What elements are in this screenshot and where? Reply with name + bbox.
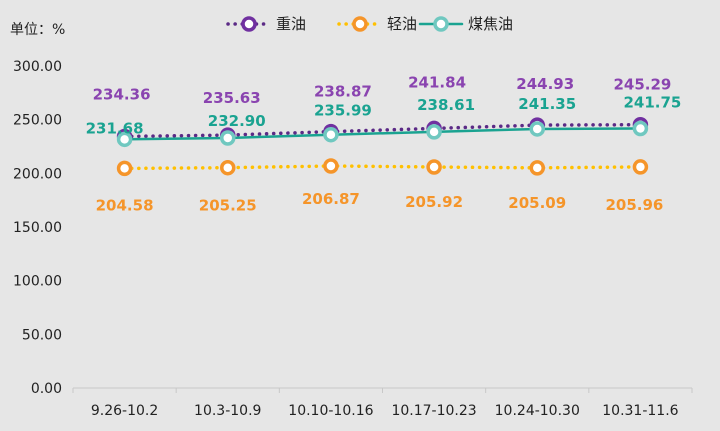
data-label: 238.87 bbox=[314, 83, 372, 101]
data-label: 204.58 bbox=[96, 196, 154, 214]
legend-label-1: 轻油 bbox=[387, 15, 417, 33]
series-line-0 bbox=[122, 122, 643, 139]
y-tick-label: 300.00 bbox=[13, 59, 62, 75]
data-label: 235.99 bbox=[314, 102, 372, 120]
data-label: 232.90 bbox=[208, 112, 266, 130]
legend-label-0: 重油 bbox=[276, 15, 306, 33]
series-point-1 bbox=[220, 159, 236, 176]
series-point-1 bbox=[426, 159, 442, 175]
legend-marker-1 bbox=[352, 16, 368, 32]
y-axis: 0.00 50.00 100.00 150.00 200.00 250.00 300.00 bbox=[13, 59, 62, 397]
series-point-1 bbox=[323, 158, 339, 174]
x-axis: 9.26-10.2 10.3-10.9 10.10-10.16 10.17-10.23… bbox=[72, 387, 693, 419]
series-point-2 bbox=[529, 121, 545, 137]
x-tick-label: 10.17-10.23 bbox=[391, 403, 476, 419]
series-point-1 bbox=[116, 160, 133, 177]
series-point-2 bbox=[632, 120, 649, 137]
series-point-1 bbox=[529, 160, 545, 176]
data-label: 205.09 bbox=[508, 194, 566, 212]
series-line-2 bbox=[123, 127, 642, 141]
legend-marker-2 bbox=[433, 16, 449, 32]
data-label: 205.96 bbox=[605, 196, 663, 214]
series-point-2 bbox=[220, 130, 236, 146]
x-tick-label: 10.24-10.30 bbox=[495, 403, 580, 419]
series-line-1 bbox=[122, 164, 643, 171]
series-point-2 bbox=[323, 126, 339, 143]
data-label: 238.61 bbox=[417, 96, 475, 114]
data-label: 234.36 bbox=[93, 85, 151, 103]
y-tick-label: 100.00 bbox=[13, 274, 62, 290]
y-tick-label: 250.00 bbox=[13, 113, 62, 129]
data-label: 241.84 bbox=[408, 73, 466, 91]
data-label: 235.63 bbox=[203, 89, 261, 107]
y-tick-label: 200.00 bbox=[13, 166, 62, 182]
series-group bbox=[116, 116, 649, 177]
data-label: 244.93 bbox=[516, 75, 574, 93]
series-point-2 bbox=[116, 131, 133, 148]
data-labels: 234.36 235.63 238.87 241.84 244.93 245.29 204.… bbox=[86, 73, 682, 214]
data-label: 231.68 bbox=[86, 119, 144, 137]
data-label: 241.35 bbox=[518, 95, 576, 113]
unit-label: 单位：% bbox=[10, 22, 65, 38]
x-tick-label: 10.10-10.16 bbox=[288, 403, 373, 419]
y-tick-label: 50.00 bbox=[22, 327, 62, 343]
data-label: 241.75 bbox=[623, 94, 681, 112]
series-point-2 bbox=[426, 124, 442, 140]
legend: 重油 轻油 煤焦油 bbox=[226, 15, 513, 33]
data-label: 245.29 bbox=[613, 76, 671, 94]
data-label: 206.87 bbox=[302, 190, 360, 208]
y-tick-label: 150.00 bbox=[13, 220, 62, 236]
legend-label-2: 煤焦油 bbox=[468, 15, 513, 33]
y-tick-label: 0.00 bbox=[31, 381, 62, 397]
x-tick-label: 9.26-10.2 bbox=[91, 403, 158, 419]
series-point-1 bbox=[632, 159, 649, 175]
data-label: 205.92 bbox=[405, 193, 463, 211]
x-tick-label: 10.31-11.6 bbox=[602, 403, 678, 419]
legend-marker-0 bbox=[241, 16, 257, 32]
data-label: 205.25 bbox=[199, 197, 257, 215]
x-tick-label: 10.3-10.9 bbox=[194, 403, 261, 419]
